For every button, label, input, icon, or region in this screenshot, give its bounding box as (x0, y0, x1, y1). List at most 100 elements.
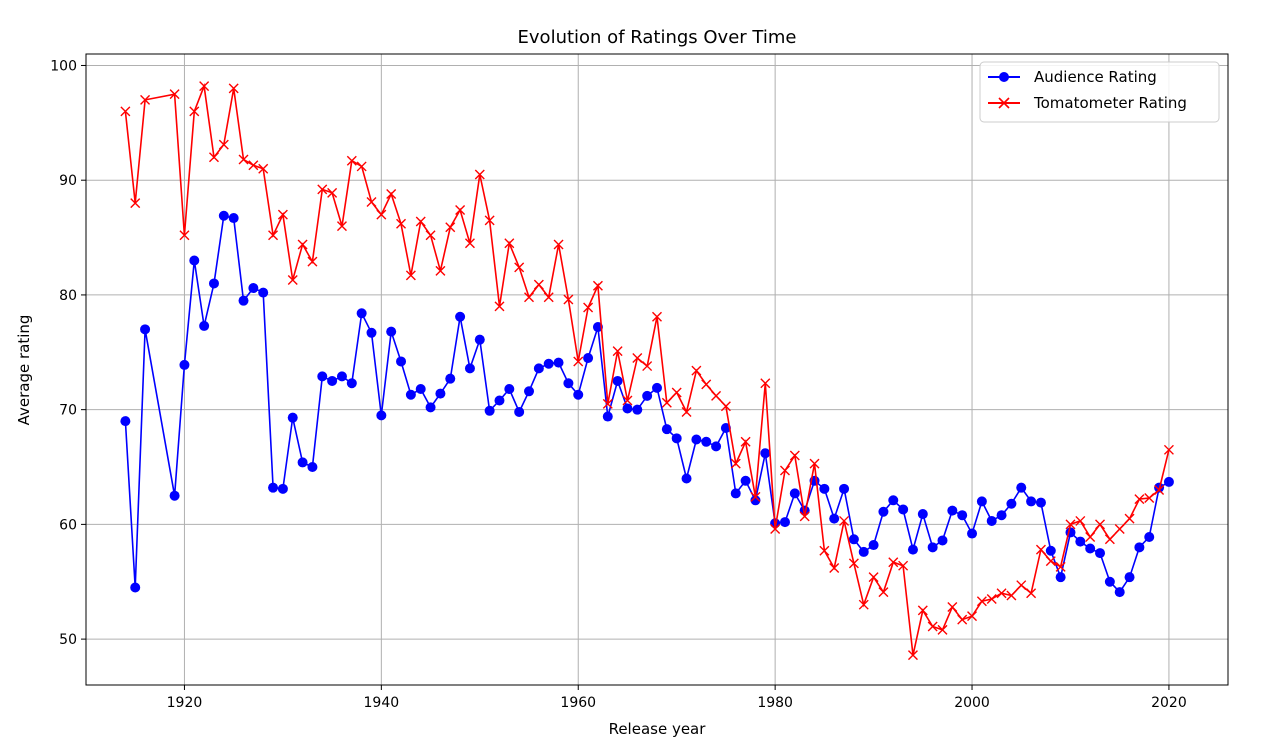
tomatometer-rating-point (967, 611, 978, 622)
audience-rating-point (917, 509, 928, 520)
tomatometer-rating-point (691, 365, 702, 376)
audience-rating-point (336, 371, 347, 382)
audience-rating-point (356, 308, 367, 319)
audience-rating-point (711, 441, 722, 452)
legend-box (979, 61, 1220, 123)
audience-rating-point (848, 534, 859, 545)
tomatometer-rating-point (504, 238, 515, 249)
audience-rating-point (691, 434, 702, 445)
tomatometer-rating-point (976, 596, 987, 607)
tomatometer-rating-point (317, 184, 328, 195)
tomatometer-rating-point (307, 256, 318, 267)
audience-rating-point (819, 483, 830, 494)
tomatometer-rating-point (1144, 493, 1155, 503)
x-tick-label: 1920 (167, 695, 203, 711)
tomatometer-rating-point (1124, 513, 1135, 524)
audience-rating-point (268, 482, 279, 493)
audience-rating-point (346, 378, 357, 389)
tomatometer-rating-point (592, 280, 603, 291)
audience-rating-point (563, 378, 574, 389)
y-tick-label: 80 (59, 288, 77, 304)
tomatometer-rating-point (898, 560, 909, 571)
audience-rating-point (140, 324, 151, 335)
legend-label-tomatometer: Tomatometer Rating (1033, 94, 1187, 112)
tick-layer: 1920 1940 1960 1980 2000 2020 50 60 70 80 90 100 (50, 58, 1186, 711)
audience-rating-point (553, 357, 564, 368)
tomatometer-rating-point (622, 395, 633, 406)
audience-rating-point (1016, 482, 1027, 493)
audience-rating-point (396, 356, 407, 367)
audience-rating-point (218, 210, 229, 221)
audience-rating-point (1095, 548, 1106, 559)
audience-rating-point (789, 488, 800, 499)
audience-rating-point (376, 410, 387, 421)
audience-rating-point (208, 278, 219, 289)
series-layer (120, 81, 1174, 661)
tomatometer-rating-point (917, 605, 928, 616)
tomatometer-rating-point (1045, 556, 1056, 567)
audience-rating-point (888, 495, 899, 506)
tomatometer-rating-point (1026, 588, 1037, 599)
audience-rating-point (484, 405, 495, 416)
audience-rating-point (779, 517, 790, 528)
tomatometer-rating-point (297, 239, 308, 250)
legend-marker-audience (999, 72, 1009, 82)
y-tick-label: 50 (59, 632, 77, 648)
tomatometer-rating-point (868, 572, 879, 583)
audience-rating-point (947, 505, 958, 516)
audience-rating-point (1045, 545, 1056, 556)
audience-rating-point (602, 411, 613, 422)
audience-rating-point (701, 436, 712, 447)
tomatometer-rating-point (957, 614, 968, 625)
audience-rating-point (878, 506, 889, 517)
tomatometer-rating-point (799, 511, 810, 522)
audience-rating-point (937, 535, 948, 546)
audience-rating-point (543, 358, 554, 369)
audience-rating-point (839, 483, 850, 494)
tomatometer-rating-point (208, 152, 219, 163)
audience-rating-point (681, 473, 692, 484)
tomatometer-rating-point (287, 275, 298, 286)
audience-rating-point (996, 510, 1007, 521)
audience-rating-point (1114, 587, 1125, 598)
tomatometer-rating-point (937, 624, 948, 635)
audience-rating-point (415, 384, 426, 395)
audience-rating-point (612, 375, 623, 386)
tomatometer-rating-point (524, 292, 535, 303)
audience-rating-point (435, 388, 446, 399)
tomatometer-rating-point (425, 230, 436, 241)
tomatometer-rating-point (1055, 561, 1066, 572)
tomatometer-rating-point (336, 221, 347, 232)
audience-rating-point (307, 462, 318, 473)
audience-rating-point (327, 375, 338, 386)
tomatometer-rating-point (464, 238, 475, 249)
tomatometer-rating-point (730, 458, 741, 469)
y-tick-label: 100 (50, 58, 77, 74)
audience-rating-point (1134, 542, 1145, 553)
tomatometer-rating-point (1006, 590, 1017, 601)
audience-rating-point (238, 295, 249, 306)
chart-title: Evolution of Ratings Over Time (518, 27, 797, 48)
tomatometer-rating-point (484, 215, 495, 226)
audience-rating-point (1124, 572, 1135, 583)
tomatometer-rating-point (494, 301, 505, 312)
tomatometer-rating-point (829, 562, 840, 573)
tomatometer-rating-point (1104, 534, 1115, 545)
tomatometer-rating-point (169, 89, 180, 100)
tomatometer-rating-point (120, 106, 131, 117)
tomatometer-rating-point (277, 209, 288, 220)
audience-rating-point (1065, 527, 1076, 538)
audience-rating-point (730, 488, 741, 499)
tomatometer-rating-point (927, 621, 938, 632)
tomatometer-rating-point (1163, 444, 1174, 455)
tomatometer-rating-point (642, 361, 653, 372)
x-tick-label: 2020 (1151, 695, 1187, 711)
tomatometer-rating-point (839, 515, 850, 526)
tomatometer-rating-point (770, 523, 781, 534)
tomatometer-rating-point (1154, 484, 1165, 495)
tomatometer-rating-point (218, 139, 229, 150)
audience-rating-point (524, 386, 535, 397)
audience-rating-point (199, 320, 210, 331)
tomatometer-rating-point (1065, 519, 1076, 530)
audience-rating-point (642, 390, 653, 401)
